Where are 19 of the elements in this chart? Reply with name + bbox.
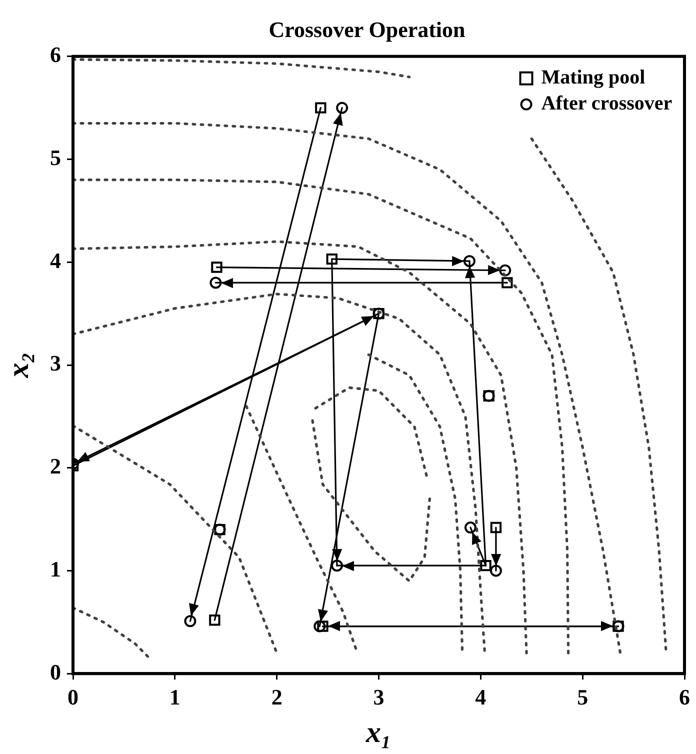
x-tick-label: 6 xyxy=(679,684,690,710)
y-axis-title: x₂ xyxy=(2,352,35,379)
x-tick-label: 2 xyxy=(271,684,282,710)
y-tick-label: 6 xyxy=(50,42,61,68)
chart-title: Crossover Operation xyxy=(268,16,466,42)
x-tick-label: 3 xyxy=(373,684,384,710)
x-tick-label: 5 xyxy=(577,684,588,710)
x-tick-label: 4 xyxy=(475,684,486,710)
y-tick-label: 0 xyxy=(50,659,61,684)
y-tick-label: 1 xyxy=(50,556,61,582)
legend-label: After crossover xyxy=(541,92,672,115)
y-tick-label: 5 xyxy=(50,144,61,170)
y-tick-label: 3 xyxy=(50,350,61,376)
x-axis-title: x₁ xyxy=(365,716,392,749)
y-tick-label: 4 xyxy=(50,248,61,273)
x-tick-label: 0 xyxy=(68,684,78,710)
legend-label: Mating pool xyxy=(541,66,646,89)
x-tick-label: 1 xyxy=(169,684,180,710)
y-tick-label: 2 xyxy=(50,454,61,479)
